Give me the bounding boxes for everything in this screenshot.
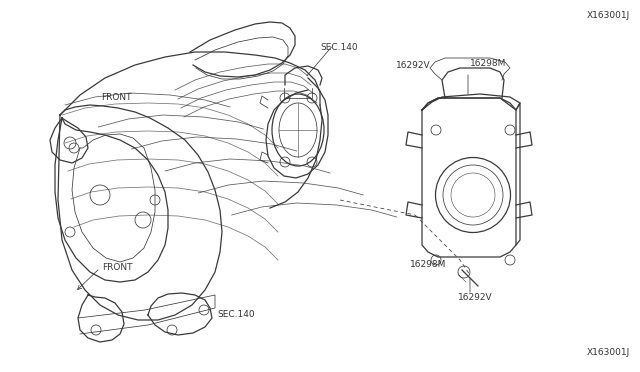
- Text: 16298M: 16298M: [410, 260, 446, 269]
- Text: FRONT: FRONT: [101, 93, 132, 102]
- Text: X163001J: X163001J: [587, 348, 630, 357]
- Text: SEC.140: SEC.140: [320, 43, 358, 52]
- Text: 16292V: 16292V: [458, 293, 493, 302]
- Text: 16298M: 16298M: [470, 59, 506, 68]
- Text: 16292V: 16292V: [396, 61, 430, 70]
- Text: FRONT: FRONT: [102, 263, 132, 273]
- Text: SEC.140: SEC.140: [218, 310, 255, 319]
- Text: X163001J: X163001J: [587, 11, 630, 20]
